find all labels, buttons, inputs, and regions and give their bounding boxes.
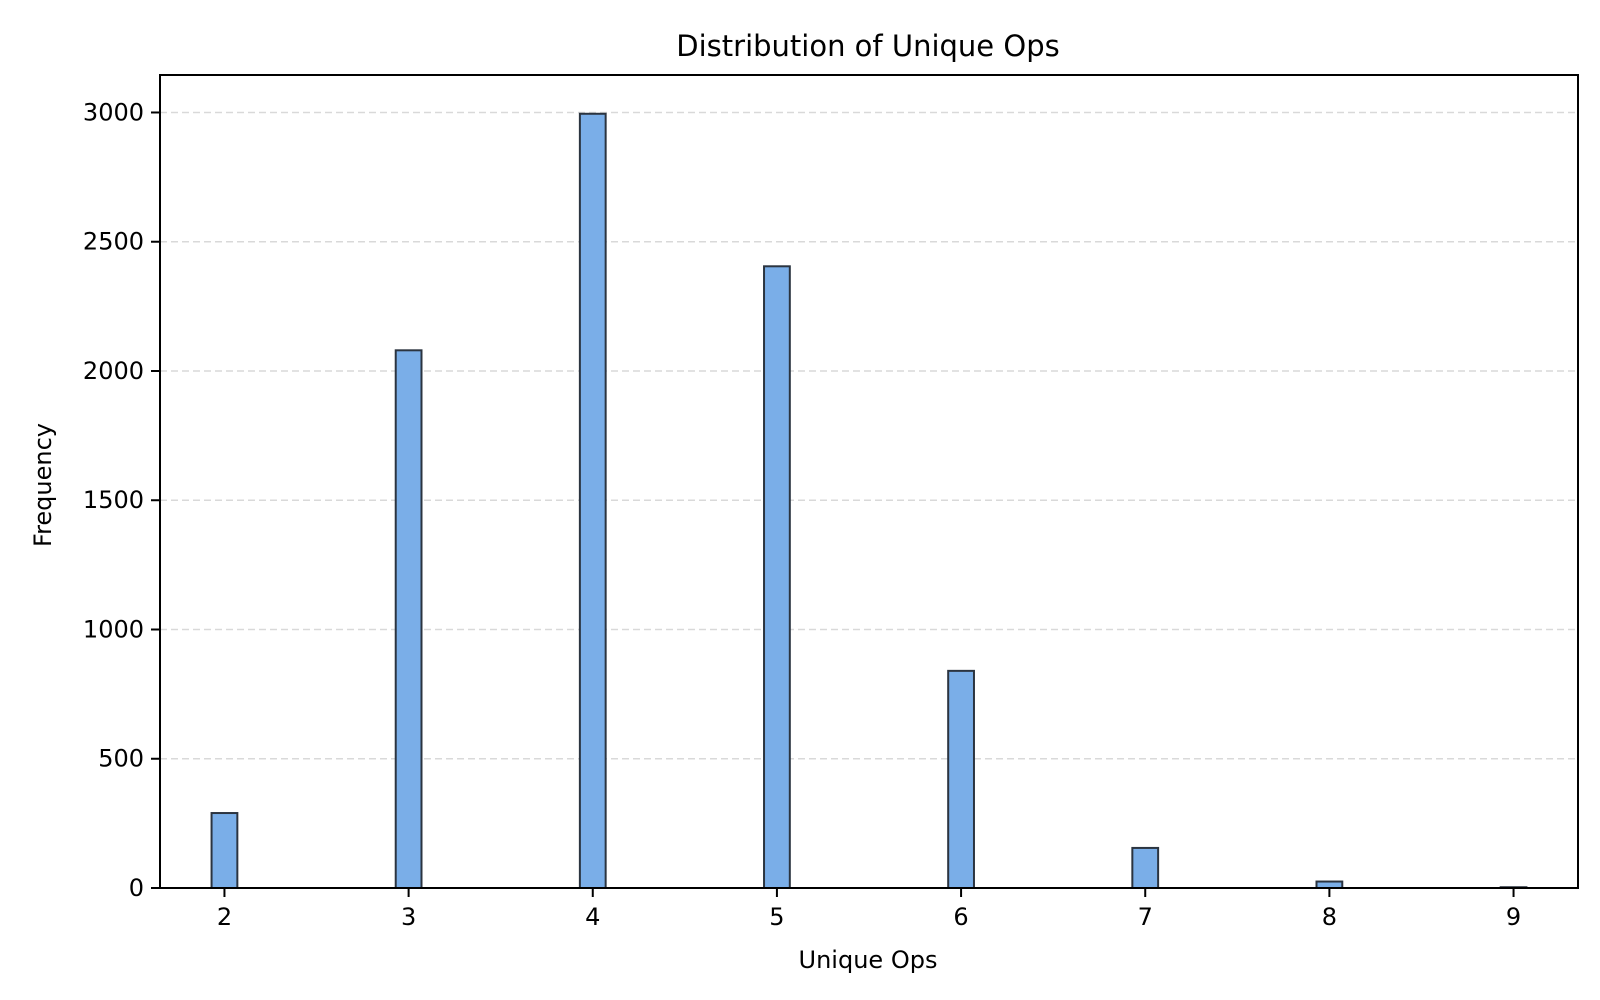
x-tick-label: 8 — [1322, 903, 1337, 931]
grid-lines — [160, 111, 1578, 760]
y-tick-label: 500 — [98, 745, 144, 773]
plot-frame — [159, 74, 1579, 889]
x-axis-ticks: 2 3 4 5 6 7 8 9 — [217, 888, 1521, 931]
bars — [210, 112, 1528, 890]
y-axis-title: Frequency — [29, 423, 57, 547]
y-tick-label: 3000 — [83, 98, 144, 126]
y-tick-label: 1500 — [83, 486, 144, 514]
x-tick-label: 7 — [1138, 903, 1153, 931]
x-tick-label: 6 — [953, 903, 968, 931]
bar-unique-ops-2 — [210, 812, 239, 889]
bar-unique-ops-3 — [394, 349, 423, 890]
x-tick-label: 2 — [217, 903, 232, 931]
y-tick-label: 2500 — [83, 228, 144, 256]
x-axis-title: Unique Ops — [799, 946, 938, 974]
bar-unique-ops-4 — [578, 112, 607, 890]
y-tick-label: 0 — [129, 874, 144, 902]
x-tick-label: 9 — [1506, 903, 1521, 931]
bar-unique-ops-7 — [1131, 846, 1160, 890]
bar-unique-ops-6 — [947, 669, 975, 890]
y-axis-ticks: 0 500 1000 1500 2000 2500 3000 — [83, 98, 160, 902]
x-tick-label: 3 — [401, 903, 416, 931]
y-tick-label: 1000 — [83, 615, 144, 643]
y-tick-label: 2000 — [83, 357, 144, 385]
x-tick-label: 5 — [769, 903, 784, 931]
chart-title: Distribution of Unique Ops — [676, 29, 1059, 63]
x-tick-label: 4 — [585, 903, 600, 931]
bar-unique-ops-5 — [763, 265, 791, 889]
